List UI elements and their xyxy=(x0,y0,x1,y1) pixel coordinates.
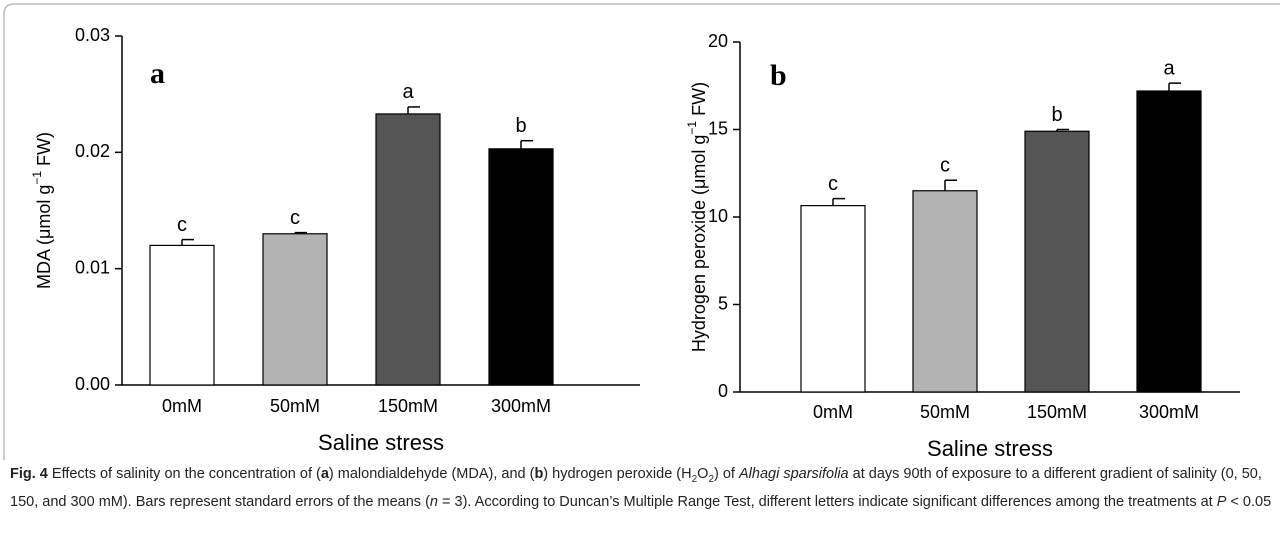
caption-run: Alhagi sparsifolia xyxy=(739,466,849,482)
bar xyxy=(488,148,554,386)
caption-run: 2 xyxy=(708,473,715,485)
x-tick-label: 50mM xyxy=(920,402,970,422)
panel-label: a xyxy=(150,57,165,90)
significance-letter: b xyxy=(515,115,526,137)
caption-run: a xyxy=(320,466,329,482)
x-axis-label: Saline stress xyxy=(318,430,444,455)
y-axis-label: Hydrogen peroxide (μmol g−1 FW) xyxy=(685,82,709,352)
caption-run: 2 xyxy=(691,473,698,485)
y-tick-label: 0 xyxy=(718,381,728,401)
y-axis-label-sup: −1 xyxy=(685,121,699,135)
caption-run: < 0.05 xyxy=(1226,494,1272,511)
x-tick-label: 150mM xyxy=(1027,402,1087,422)
significance-letter: c xyxy=(828,173,838,195)
caption-run: ) malondialdehyde (MDA), and ( xyxy=(328,466,535,482)
frame xyxy=(3,3,1280,460)
bar xyxy=(800,205,866,393)
y-tick-label: 0.02 xyxy=(75,141,110,161)
caption-run: ) hydrogen peroxide (H xyxy=(543,466,692,482)
significance-letter: b xyxy=(1051,104,1062,126)
caption-run: = 3). According to Duncan’s Multiple Ran… xyxy=(437,494,1217,511)
y-tick-label: 0.00 xyxy=(75,374,110,394)
x-tick-label: 300mM xyxy=(491,396,551,416)
significance-letter: c xyxy=(177,214,187,236)
caption-run: n xyxy=(429,494,438,511)
x-tick-label: 50mM xyxy=(270,396,320,416)
caption-run: Fig. 4 xyxy=(10,466,48,482)
caption-run: O xyxy=(697,466,709,482)
figure: 0.000.010.020.03c0mMc50mMa150mMb300mMSal… xyxy=(3,3,1280,460)
bar xyxy=(1024,130,1090,393)
significance-letter: c xyxy=(290,207,300,229)
y-axis-label-text: Hydrogen peroxide (μmol g xyxy=(689,135,709,352)
bar xyxy=(262,233,328,386)
bar xyxy=(149,244,215,386)
x-tick-label: 150mM xyxy=(378,396,438,416)
caption-run: at days 90th of exposure to a different … xyxy=(10,466,1262,511)
x-tick-label: 0mM xyxy=(813,402,853,422)
bar xyxy=(375,113,441,386)
y-axis-label-end: FW) xyxy=(689,82,709,121)
panel-label: b xyxy=(770,59,787,92)
x-tick-label: 0mM xyxy=(162,396,202,416)
x-axis-label: Saline stress xyxy=(927,436,1053,460)
y-tick-label: 20 xyxy=(708,31,728,51)
y-tick-label: 5 xyxy=(718,293,728,313)
caption-run: b xyxy=(534,466,544,482)
caption-run: ) of xyxy=(714,466,739,482)
significance-letter: c xyxy=(940,155,950,177)
y-tick-label: 10 xyxy=(708,206,728,226)
y-axis-label-text: MDA (μmol g xyxy=(34,185,54,289)
significance-letter: a xyxy=(1163,57,1175,79)
y-tick-label: 0.03 xyxy=(75,25,110,45)
y-axis-label: MDA (μmol g−1 FW) xyxy=(30,132,54,289)
caption-run: P xyxy=(1216,494,1227,511)
y-axis-label-end: FW) xyxy=(34,132,54,171)
y-tick-label: 15 xyxy=(708,118,728,138)
x-tick-label: 300mM xyxy=(1139,402,1199,422)
caption: Fig. 4 Effects of salinity on the concen… xyxy=(10,463,1272,514)
significance-letter: a xyxy=(402,81,414,103)
y-tick-label: 0.01 xyxy=(75,257,110,277)
y-axis-label-sup: −1 xyxy=(30,171,44,185)
bar xyxy=(1136,90,1202,393)
bar xyxy=(912,190,978,393)
caption-run: Effects of salinity on the concentration… xyxy=(47,466,321,482)
